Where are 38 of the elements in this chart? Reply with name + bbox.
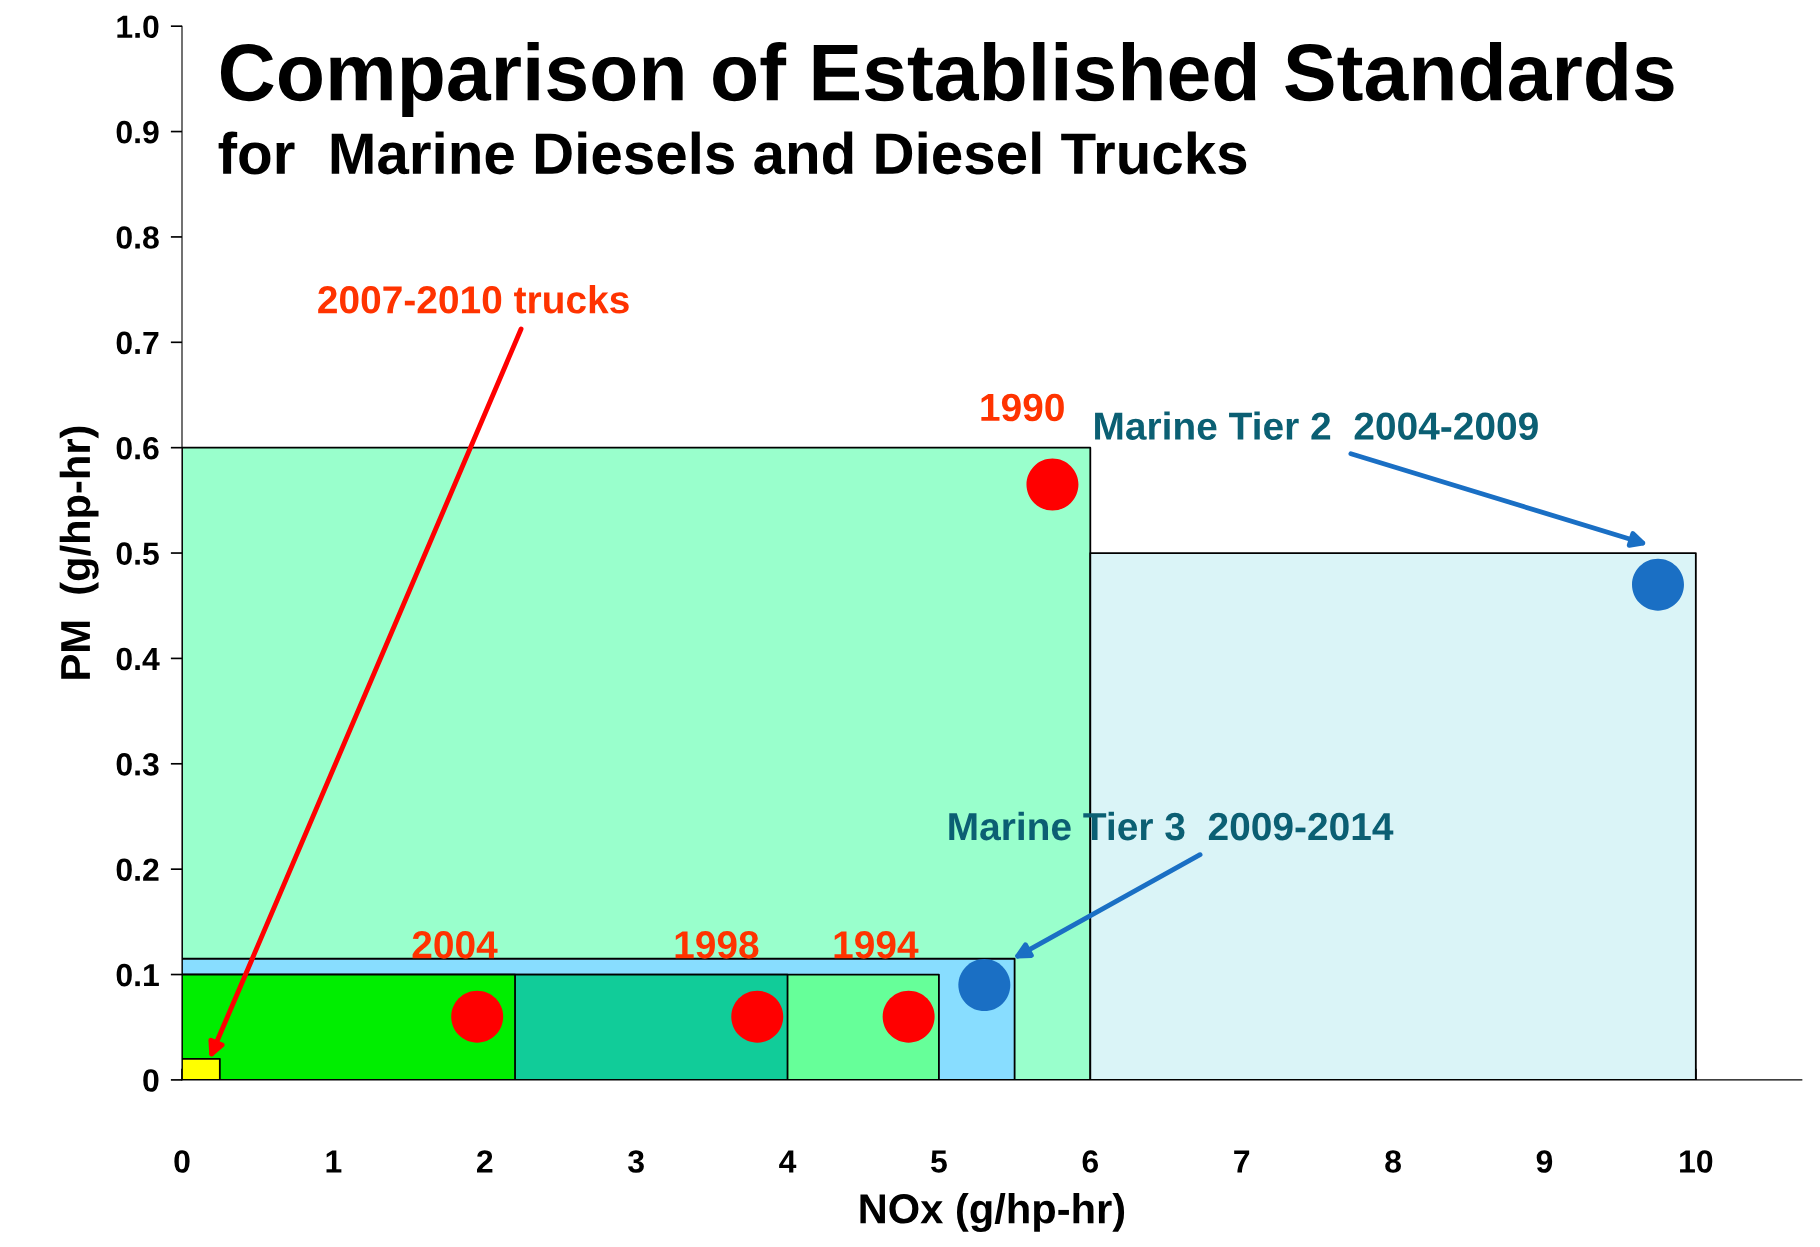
- y-tick-label: 0.8: [116, 226, 159, 249]
- x-axis-title: NOx (g/hp-hr): [860, 1193, 1125, 1233]
- y-tick-label: 0.1: [116, 963, 159, 987]
- annotation: 1994: [834, 931, 919, 959]
- point: [1632, 558, 1684, 611]
- annotation: 2004: [412, 931, 498, 959]
- x-tick-label: 4: [779, 1150, 797, 1173]
- y-tick-label: 0.2: [116, 858, 159, 882]
- y-tick-label: 0.6: [116, 436, 159, 460]
- y-tick-label: 0.4: [116, 647, 160, 671]
- point: [731, 990, 784, 1043]
- chart-title: Comparison of Established Standards: [220, 41, 1674, 118]
- x-tick-label: 9: [1536, 1150, 1553, 1173]
- y-axis-title: PM (g/hp-hr): [59, 426, 99, 679]
- x-tick-label: 10: [1680, 1150, 1713, 1173]
- annotation: 1998: [675, 931, 759, 959]
- text: for Marine Diesels and Diesel Trucks: [218, 131, 1247, 175]
- x-tick-label: 8: [1385, 1150, 1401, 1173]
- y-tick-label: 0.5: [116, 542, 159, 565]
- point: [1026, 458, 1079, 511]
- annotation: 2007-2010 trucks: [318, 284, 629, 314]
- point: [958, 959, 1011, 1012]
- y-tick-label: 0.9: [116, 120, 159, 144]
- point: [451, 990, 504, 1043]
- y-tick-label: 1.0: [117, 15, 159, 39]
- y-tick-label: 0.7: [116, 331, 159, 355]
- x-tick-label: 0: [174, 1150, 190, 1173]
- point: [882, 990, 935, 1043]
- annotation: Marine Tier 2 2004-2009: [1095, 411, 1538, 440]
- x-tick-label: 1: [326, 1150, 342, 1173]
- x-tick-label: 2: [476, 1150, 493, 1173]
- annotation: 1990: [981, 393, 1064, 422]
- x-tick-label: 3: [628, 1150, 644, 1173]
- x-tick-label: 6: [1082, 1150, 1099, 1173]
- x-tick-label: 7: [1234, 1150, 1250, 1173]
- x-tick-label: 5: [931, 1150, 947, 1173]
- y-tick-label: 0: [143, 1069, 159, 1092]
- y-tick-label: 0.3: [116, 753, 159, 776]
